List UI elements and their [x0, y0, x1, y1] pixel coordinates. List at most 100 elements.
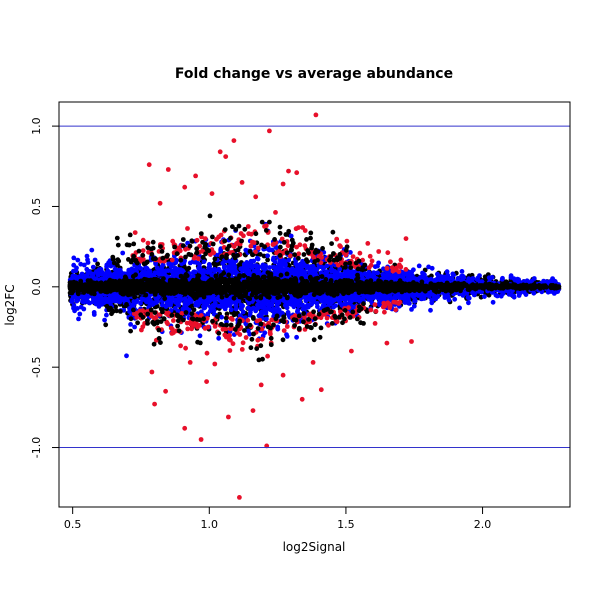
point-blue — [69, 299, 75, 304]
point-blue — [218, 248, 224, 254]
point-blue — [274, 265, 280, 270]
point-blue — [515, 276, 520, 282]
point-blue — [145, 269, 151, 275]
point-blue — [241, 265, 246, 271]
point-blue — [455, 276, 461, 281]
point-blue — [402, 300, 408, 305]
point-blue — [222, 264, 227, 270]
point-blue — [205, 269, 211, 275]
point-blue — [451, 272, 456, 278]
point-blue — [104, 264, 109, 270]
point-blue — [74, 265, 79, 271]
point-blue — [81, 262, 87, 268]
point-black — [482, 274, 488, 280]
point-blue — [120, 250, 126, 256]
point-black — [95, 261, 100, 267]
point-blue — [446, 297, 452, 303]
point-blue — [187, 260, 193, 266]
point-blue — [124, 353, 129, 359]
point-blue — [466, 300, 471, 306]
point-blue — [189, 299, 194, 304]
point-blue — [174, 257, 179, 263]
point-blue — [500, 275, 505, 281]
point-blue — [228, 307, 234, 313]
point-blue — [147, 296, 153, 302]
point-blue — [428, 276, 434, 282]
point-blue — [152, 270, 158, 275]
point-blue — [160, 270, 166, 276]
point-blue — [416, 263, 422, 269]
point-blue — [376, 301, 382, 307]
point-blue — [75, 257, 81, 263]
point-blue — [281, 258, 287, 264]
point-blue — [78, 304, 84, 310]
point-black — [182, 264, 187, 270]
point-blue — [306, 294, 312, 300]
point-blue — [184, 305, 189, 311]
point-blue — [92, 257, 98, 263]
point-blue — [160, 302, 165, 308]
point-blue — [127, 268, 133, 274]
point-blue — [409, 273, 415, 278]
point-black — [113, 304, 118, 310]
point-blue — [274, 301, 280, 307]
point-blue — [264, 316, 269, 322]
point-blue — [329, 268, 334, 274]
point-blue — [109, 272, 115, 278]
point-blue — [132, 324, 138, 330]
point-blue — [289, 298, 295, 304]
point-blue — [346, 296, 352, 302]
point-blue — [461, 275, 467, 281]
point-blue — [245, 328, 251, 334]
point-blue — [366, 297, 372, 302]
point-blue — [219, 299, 225, 305]
point-blue — [531, 290, 537, 296]
point-blue — [219, 304, 225, 309]
point-blue — [409, 307, 414, 312]
point-blue — [128, 322, 134, 327]
point-blue — [459, 269, 465, 274]
point-blue — [389, 274, 394, 280]
point-blue — [300, 302, 305, 308]
point-blue — [367, 272, 372, 278]
point-blue — [240, 309, 246, 315]
point-blue — [262, 263, 268, 269]
point-blue — [104, 312, 109, 318]
point-blue — [197, 333, 203, 339]
point-blue — [489, 275, 495, 280]
point-blue — [133, 299, 139, 305]
point-black — [224, 311, 230, 317]
point-blue — [490, 299, 496, 305]
point-blue — [256, 269, 262, 274]
point-blue — [106, 260, 111, 266]
point-blue — [140, 297, 145, 302]
point-blue — [89, 247, 95, 253]
point-blue — [295, 308, 301, 313]
point-blue — [143, 265, 148, 270]
point-blue — [308, 270, 314, 275]
point-blue — [270, 308, 276, 314]
point-blue — [273, 245, 279, 251]
point-blue — [444, 269, 450, 275]
point-blue — [411, 303, 417, 309]
point-blue — [71, 255, 77, 261]
point-blue — [93, 301, 99, 307]
point-blue — [258, 309, 264, 315]
point-blue — [245, 305, 251, 311]
point-blue — [211, 267, 216, 273]
point-black — [286, 263, 292, 268]
point-blue — [371, 294, 377, 299]
point-blue — [227, 303, 233, 309]
point-blue — [275, 325, 281, 331]
point-blue — [361, 295, 366, 301]
point-blue — [375, 263, 380, 269]
point-blue — [255, 305, 261, 310]
chart-title: Fold change vs average abundance — [175, 66, 453, 82]
point-blue — [271, 255, 276, 261]
point-blue — [254, 255, 260, 261]
point-blue — [411, 267, 416, 273]
point-black — [189, 303, 195, 308]
point-blue — [333, 303, 338, 308]
point-blue — [457, 305, 462, 311]
